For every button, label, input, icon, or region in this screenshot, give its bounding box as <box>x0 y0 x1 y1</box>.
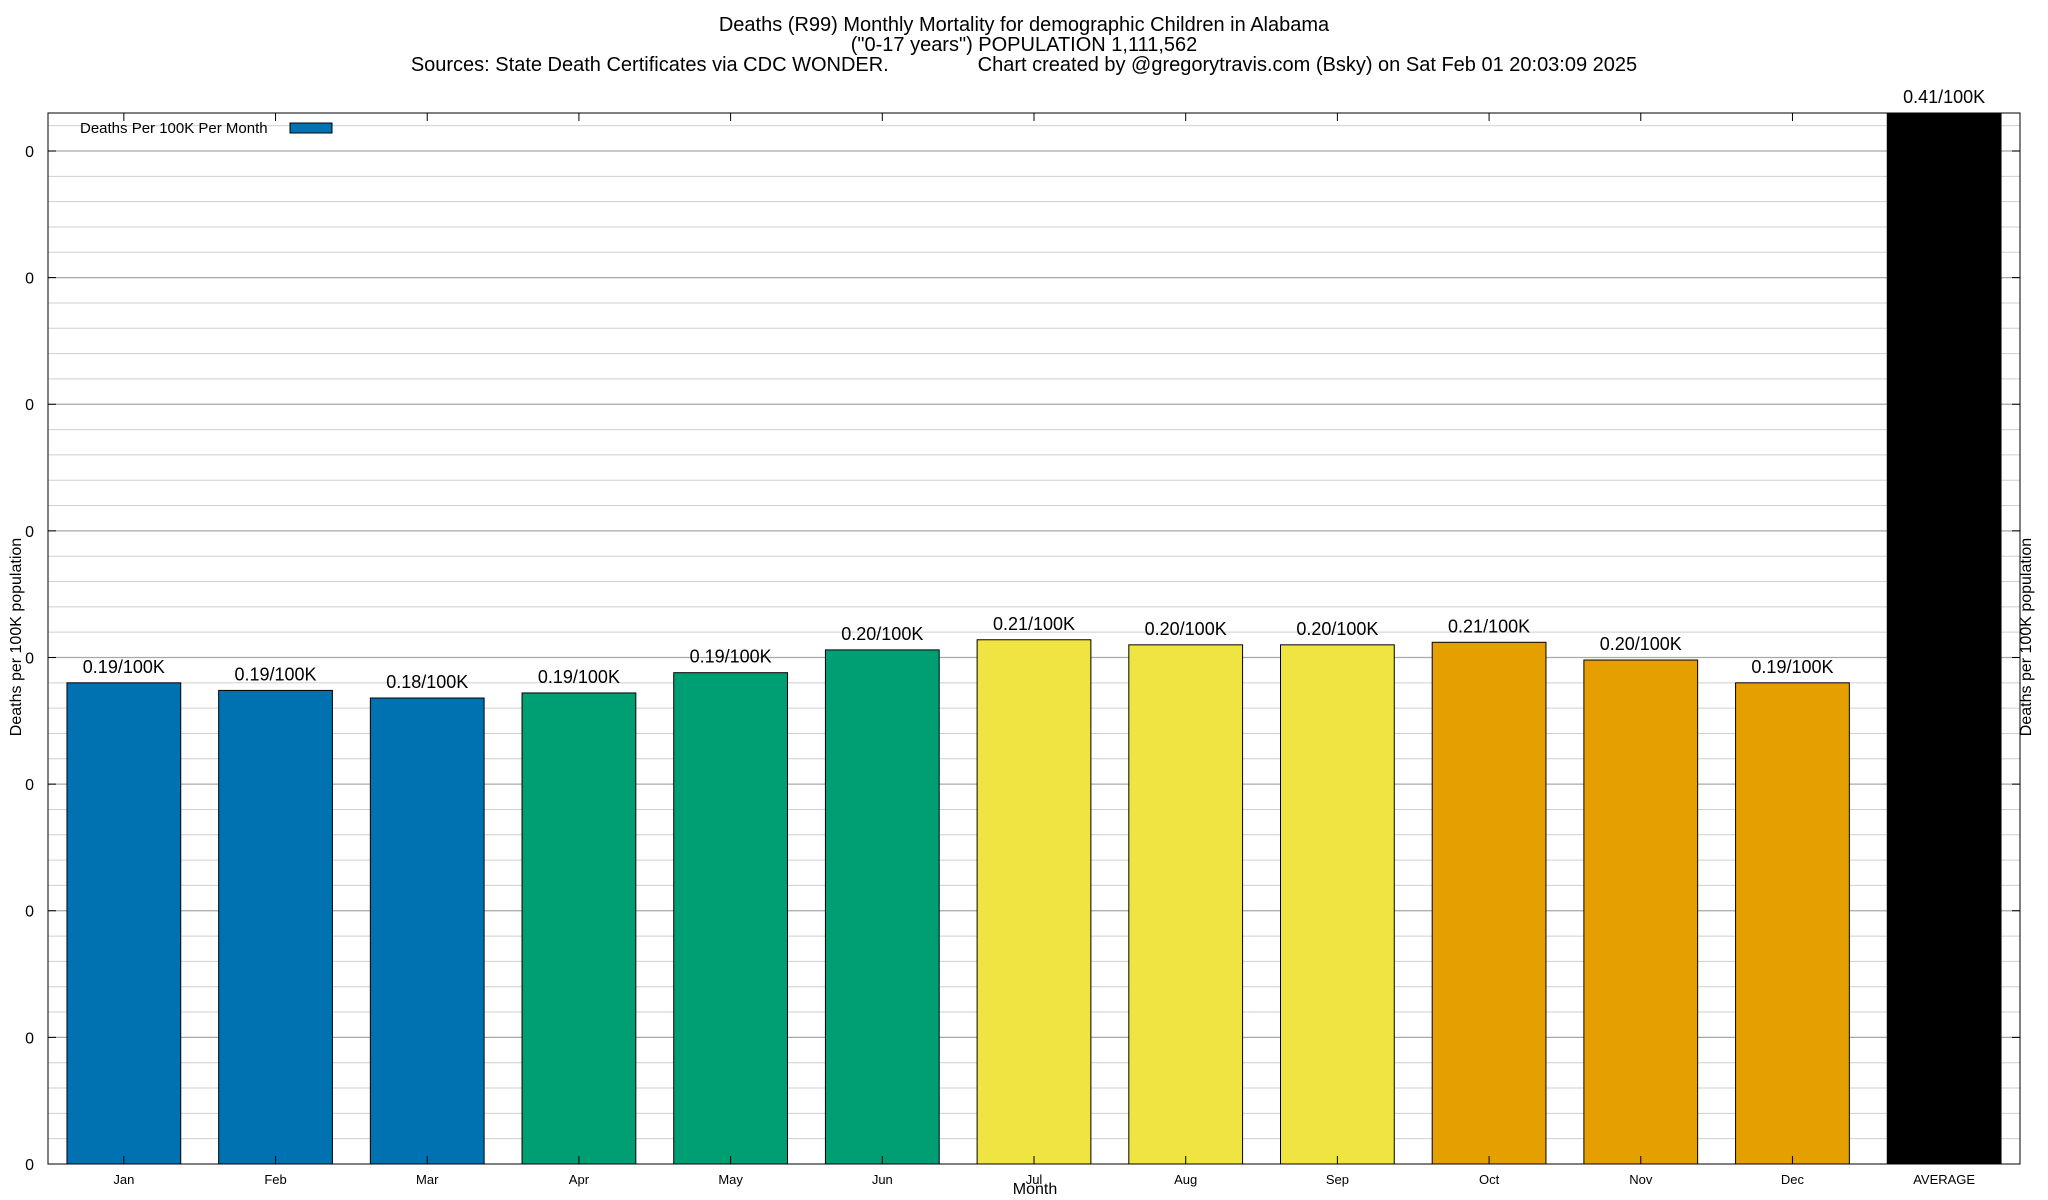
y-tick-label: 0 <box>25 397 34 414</box>
legend-label: Deaths Per 100K Per Month <box>80 120 268 137</box>
bar-aug <box>1128 644 1244 1165</box>
bar-data-label: 0.21/100K <box>1448 616 1530 636</box>
chart-title-block: Deaths (R99) Monthly Mortality for demog… <box>411 14 1637 76</box>
legend-swatch <box>289 122 333 134</box>
y-tick-label: 0 <box>25 904 34 921</box>
x-tick-label: Aug <box>1174 1172 1197 1187</box>
x-tick-label: Feb <box>264 1172 286 1187</box>
bar-data-label: 0.20/100K <box>1600 634 1682 654</box>
bar-data-label: 0.20/100K <box>1145 619 1227 639</box>
bars <box>66 112 2002 1165</box>
bar-data-label: 0.20/100K <box>1296 619 1378 639</box>
x-tick-label: Jul <box>1026 1172 1043 1187</box>
x-tick-label: AVERAGE <box>1913 1172 1975 1187</box>
chart-title-line-2: ("0-17 years") POPULATION 1,111,562 <box>851 34 1198 56</box>
bar-data-label: 0.41/100K <box>1903 87 1985 107</box>
bar-data-label: 0.19/100K <box>690 647 772 667</box>
y-tick-label: 0 <box>25 650 34 667</box>
x-tick-label: Mar <box>416 1172 439 1187</box>
bar-feb <box>218 689 333 1165</box>
x-tick-label: Nov <box>1629 1172 1653 1187</box>
bar-sep <box>1280 644 1395 1165</box>
plot-frame <box>47 112 2021 1165</box>
x-tick-label: Jan <box>113 1172 134 1187</box>
bar-data-label: 0.19/100K <box>1751 657 1833 677</box>
x-tick-label: May <box>718 1172 743 1187</box>
y-axis-title: Deaths per 100K population <box>8 538 25 736</box>
bar-dec <box>1735 682 1850 1165</box>
bar-jan <box>66 682 182 1165</box>
y-tick-label: 0 <box>25 524 34 541</box>
x-tick-label: Jun <box>872 1172 893 1187</box>
bar-data-labels: 0.19/100K 0.19/100K 0.18/100K 0.19/100K 0.19… <box>83 87 1985 692</box>
bar-data-label: 0.20/100K <box>841 624 923 644</box>
x-tick-label: Sep <box>1326 1172 1349 1187</box>
y-axis-ticks: 0 0 0 0 0 0 0 0 0 <box>25 144 2020 1174</box>
y2-axis-title: Deaths per 100K population <box>2018 538 2035 736</box>
bar-apr <box>521 692 637 1165</box>
chart-title-line-3: Sources: State Death Certificates via CD… <box>411 54 1637 76</box>
bar-data-label: 0.19/100K <box>538 667 620 687</box>
bar-nov <box>1583 659 1699 1165</box>
chart-title-line-1: Deaths (R99) Monthly Mortality for demog… <box>719 14 1330 36</box>
bar-may <box>673 672 789 1165</box>
bar-oct <box>1431 641 1547 1165</box>
bar-data-label: 0.21/100K <box>993 614 1075 634</box>
x-axis-title: Month <box>1013 1181 1057 1198</box>
legend: Deaths Per 100K Per Month <box>80 120 333 137</box>
y-tick-label: 0 <box>25 144 34 161</box>
bar-average <box>1886 112 2002 1165</box>
y-tick-label: 0 <box>25 271 34 288</box>
y-tick-label: 0 <box>25 777 34 794</box>
bar-data-label: 0.19/100K <box>234 664 316 684</box>
x-tick-label: Oct <box>1479 1172 1500 1187</box>
bar-mar <box>369 697 485 1165</box>
bar-jul <box>976 639 1092 1165</box>
y-tick-label: 0 <box>25 1157 34 1174</box>
x-axis-ticks: Jan Feb Mar Apr May Jun Jul Aug Sep Oct Nov Dec AVER… <box>113 113 1975 1187</box>
y-tick-label: 0 <box>25 1030 34 1047</box>
x-tick-label: Dec <box>1781 1172 1805 1187</box>
bar-data-label: 0.18/100K <box>386 672 468 692</box>
x-tick-label: Apr <box>569 1172 590 1187</box>
bar-jun <box>824 649 940 1165</box>
bar-data-label: 0.19/100K <box>83 657 165 677</box>
